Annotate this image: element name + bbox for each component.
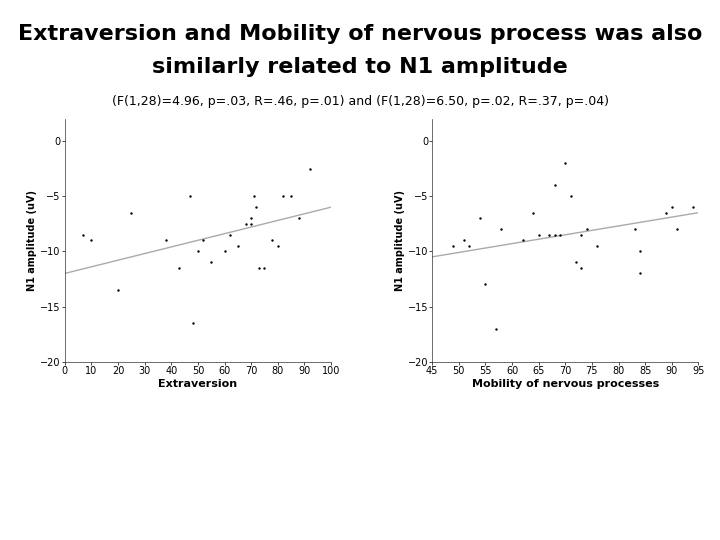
Point xyxy=(490,325,502,333)
Text: Extraversion and Mobility of nervous process was also: Extraversion and Mobility of nervous pro… xyxy=(18,24,702,44)
Point xyxy=(248,192,260,200)
Point xyxy=(528,208,539,217)
Point xyxy=(258,264,270,272)
Point xyxy=(533,231,544,239)
Point xyxy=(266,236,278,245)
Point xyxy=(304,164,315,173)
Point xyxy=(197,236,209,245)
Point xyxy=(125,208,137,217)
Text: (F(1,28)=4.96, p=.03, R=.46, p=.01) and (F(1,28)=6.50, p=.02, R=.37, p=.04): (F(1,28)=4.96, p=.03, R=.46, p=.01) and … xyxy=(112,94,608,107)
Point xyxy=(464,241,475,250)
Point xyxy=(591,241,603,250)
Point xyxy=(634,269,646,278)
Point xyxy=(192,247,204,255)
Point xyxy=(554,231,566,239)
Point xyxy=(293,214,305,222)
Point xyxy=(251,203,262,212)
Point xyxy=(559,159,571,167)
Point xyxy=(277,192,289,200)
Point xyxy=(549,181,560,190)
Point xyxy=(459,236,470,245)
Point xyxy=(219,247,230,255)
X-axis label: Mobility of nervous processes: Mobility of nervous processes xyxy=(472,379,659,389)
Y-axis label: N1 amplitude (uV): N1 amplitude (uV) xyxy=(395,190,405,291)
Point xyxy=(549,231,560,239)
Point xyxy=(634,247,646,255)
Point xyxy=(184,192,196,200)
Point xyxy=(629,225,640,234)
Point xyxy=(112,286,124,294)
X-axis label: Extraversion: Extraversion xyxy=(158,379,238,389)
Point xyxy=(174,264,185,272)
Point xyxy=(285,192,297,200)
Point xyxy=(570,258,582,267)
Point xyxy=(232,241,243,250)
Point xyxy=(272,241,284,250)
Point xyxy=(224,231,235,239)
Point xyxy=(480,280,491,289)
Point xyxy=(495,225,507,234)
Point xyxy=(544,231,555,239)
Point xyxy=(688,203,699,212)
Point xyxy=(240,219,251,228)
Point xyxy=(86,236,97,245)
Point xyxy=(78,231,89,239)
Point xyxy=(186,319,198,327)
Point xyxy=(575,264,587,272)
Point xyxy=(246,214,257,222)
Point xyxy=(661,208,672,217)
Point xyxy=(474,214,486,222)
Point xyxy=(205,258,217,267)
Point xyxy=(565,192,577,200)
Point xyxy=(517,236,528,245)
Point xyxy=(448,241,459,250)
Y-axis label: N1 amplitude (uV): N1 amplitude (uV) xyxy=(27,190,37,291)
Point xyxy=(575,231,587,239)
Point xyxy=(161,236,172,245)
Text: similarly related to N1 amplitude: similarly related to N1 amplitude xyxy=(152,57,568,77)
Point xyxy=(581,225,593,234)
Point xyxy=(666,203,678,212)
Point xyxy=(246,219,257,228)
Point xyxy=(671,225,683,234)
Point xyxy=(253,264,265,272)
